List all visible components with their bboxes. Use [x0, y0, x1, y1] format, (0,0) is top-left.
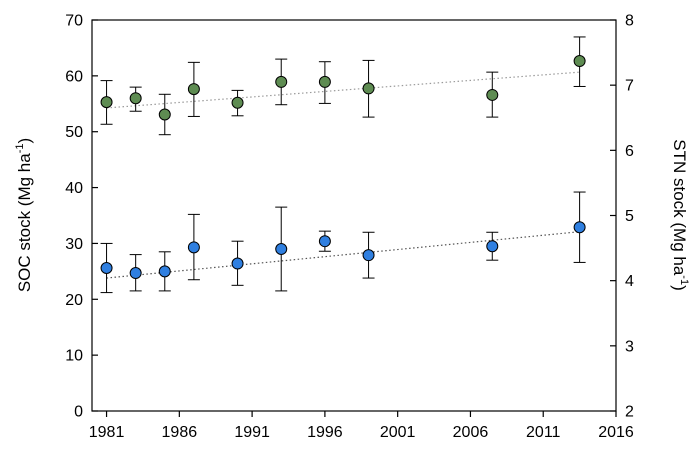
left-axis-title: SOC stock (Mg ha-1) — [14, 138, 34, 292]
stn-point — [362, 82, 375, 95]
right-tick-label: 8 — [625, 13, 634, 30]
left-tick-label: 0 — [74, 404, 83, 421]
right-tick-label: 5 — [625, 208, 634, 225]
soc-point — [187, 241, 200, 254]
stn-point — [158, 108, 171, 121]
stn-point — [318, 75, 331, 88]
soc-point — [573, 221, 586, 234]
x-tick-label: 1981 — [89, 424, 125, 441]
stn-point — [187, 83, 200, 96]
left-tick-label: 40 — [65, 180, 83, 197]
trend-lines — [106, 71, 580, 279]
stn-point — [275, 75, 288, 88]
stn-point — [129, 92, 142, 105]
left-tick-label: 20 — [65, 292, 83, 309]
left-tick-label: 70 — [65, 13, 83, 30]
x-tick-label: 2006 — [453, 424, 489, 441]
x-tick-label: 1991 — [234, 424, 270, 441]
stn-point — [100, 96, 113, 109]
right-axis-title-sup: -1 — [678, 275, 690, 285]
right-axis-title-end: ) — [670, 285, 689, 291]
right-axis-title: STN stock (Mg ha-1) — [670, 139, 690, 291]
soc-point — [275, 243, 288, 256]
soc-point — [158, 265, 171, 278]
soc-point — [486, 240, 499, 253]
x-tick-label: 2001 — [380, 424, 416, 441]
soc-point — [100, 262, 113, 275]
right-tick-label: 4 — [625, 273, 634, 290]
right-tick-label: 2 — [625, 404, 634, 421]
left-axis-title-main: SOC stock (Mg ha — [15, 153, 34, 292]
right-tick-label: 6 — [625, 143, 634, 160]
x-tick-label: 2011 — [526, 424, 561, 441]
soc-trend-line — [106, 231, 580, 279]
stn-point — [231, 96, 244, 109]
stn-point — [486, 88, 499, 101]
soc-point — [231, 257, 244, 270]
left-tick-label: 50 — [65, 124, 83, 141]
x-tick-label: 1986 — [162, 424, 198, 441]
stn-point — [573, 55, 586, 68]
right-axis-ticks: 2 3 4 5 6 7 8 — [610, 13, 634, 421]
data-points — [100, 55, 586, 280]
left-tick-label: 30 — [65, 236, 83, 253]
left-axis-title-end: ) — [15, 138, 34, 144]
stn-trend-line — [106, 71, 580, 109]
left-axis-ticks: 0 10 20 30 40 50 60 70 — [65, 13, 98, 421]
right-tick-label: 3 — [625, 338, 634, 355]
x-axis-ticks: 1981 1986 1991 1996 2001 2006 2011 2016 — [89, 411, 634, 441]
right-axis-title-main: STN stock (Mg ha — [670, 139, 689, 276]
soc-point — [318, 235, 331, 248]
soc-point — [362, 249, 375, 262]
right-tick-label: 7 — [625, 78, 634, 95]
left-axis-title-sup: -1 — [14, 144, 26, 154]
x-tick-label: 1996 — [307, 424, 343, 441]
x-tick-label: 2016 — [598, 424, 634, 441]
soc-point — [129, 267, 142, 280]
left-tick-label: 10 — [65, 348, 83, 365]
left-tick-label: 60 — [65, 68, 83, 85]
